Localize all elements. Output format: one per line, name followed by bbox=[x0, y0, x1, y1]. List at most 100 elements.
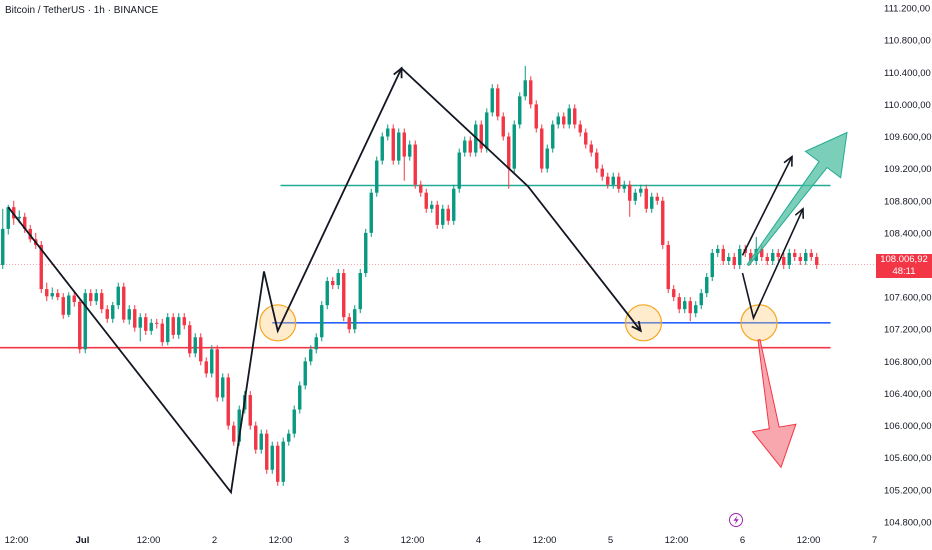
candles bbox=[1, 65, 819, 486]
y-tick-label: 107.200,00 bbox=[884, 325, 932, 336]
candle-body bbox=[776, 252, 780, 257]
x-tick-label: 7 bbox=[872, 535, 877, 546]
candle-body bbox=[50, 293, 54, 297]
candle-body bbox=[342, 273, 346, 318]
candle-body bbox=[688, 301, 692, 314]
candle-body bbox=[122, 286, 126, 320]
price-axis[interactable]: 111.200,00 110.800,00 110.400,00 110.000,00… bbox=[884, 4, 932, 529]
candle-body bbox=[309, 349, 313, 362]
candle-body bbox=[721, 248, 725, 261]
candle-body bbox=[650, 196, 654, 209]
candle-body bbox=[320, 305, 324, 338]
candle-body bbox=[567, 108, 571, 125]
candle-body bbox=[545, 148, 549, 169]
zone-circle bbox=[624, 304, 663, 342]
candle-body bbox=[485, 112, 489, 149]
candle-body bbox=[694, 305, 698, 314]
candle-body bbox=[452, 188, 456, 221]
candle-body bbox=[364, 232, 368, 274]
candle-body bbox=[760, 248, 764, 257]
y-tick-label: 111.200,00 bbox=[884, 4, 930, 15]
y-tick-label: 109.600,00 bbox=[884, 132, 932, 143]
candle-body bbox=[221, 377, 225, 398]
candle-body bbox=[457, 152, 461, 189]
candle-body bbox=[573, 108, 577, 125]
y-tick-label: 107.600,00 bbox=[884, 293, 932, 304]
candle-body bbox=[441, 208, 445, 225]
candle-body bbox=[419, 184, 423, 193]
lightning-icon[interactable] bbox=[729, 513, 743, 527]
candle-body bbox=[78, 301, 82, 350]
time-axis[interactable]: 12:00 Jul 12:00 2 12:00 3 12:00 4 12:00 5 12:00 6 12… bbox=[5, 535, 878, 546]
candle-body bbox=[534, 104, 538, 129]
candle-body bbox=[518, 96, 522, 125]
candle-body bbox=[732, 256, 736, 265]
candle-body bbox=[523, 80, 527, 97]
candle-body bbox=[23, 216, 27, 229]
candle-body bbox=[529, 80, 533, 105]
candle-body bbox=[155, 322, 159, 324]
candle-body bbox=[606, 176, 610, 185]
candle-body bbox=[210, 349, 214, 374]
candle-body bbox=[375, 160, 379, 193]
candle-body bbox=[622, 184, 626, 189]
candle-body bbox=[430, 204, 434, 209]
candle-countdown: 48:11 bbox=[892, 266, 916, 277]
candle-body bbox=[512, 124, 516, 169]
candle-body bbox=[699, 293, 703, 306]
candle-body bbox=[628, 184, 632, 201]
candle-body bbox=[331, 281, 335, 286]
y-tick-label: 108.800,00 bbox=[884, 196, 932, 207]
candle-body bbox=[749, 252, 753, 261]
candle-body bbox=[595, 152, 599, 169]
candle-body bbox=[204, 361, 208, 374]
x-tick-label: 2 bbox=[212, 535, 217, 546]
candle-body bbox=[17, 216, 21, 219]
candle-body bbox=[468, 140, 472, 153]
candle-body bbox=[424, 192, 428, 209]
candle-body bbox=[677, 297, 681, 310]
y-tick-label: 110.400,00 bbox=[884, 68, 931, 79]
candle-body bbox=[298, 385, 302, 410]
candle-body bbox=[127, 309, 131, 320]
y-tick-label: 106.000,00 bbox=[884, 421, 932, 432]
horizontal-levels[interactable] bbox=[0, 184, 880, 349]
zone-circle bbox=[259, 304, 297, 342]
zone-circle bbox=[740, 304, 778, 342]
candle-body bbox=[639, 188, 643, 193]
drawings[interactable] bbox=[7, 66, 848, 495]
candle-body bbox=[710, 252, 714, 278]
candle-body bbox=[270, 445, 274, 470]
candle-body bbox=[292, 409, 296, 434]
x-tick-label: 3 bbox=[344, 535, 349, 546]
candle-body bbox=[584, 132, 588, 145]
candle-body bbox=[100, 293, 104, 310]
candle-body bbox=[562, 116, 566, 125]
candle-body bbox=[386, 128, 390, 137]
current-price: 108.006,92 bbox=[880, 254, 928, 265]
candle-body bbox=[111, 305, 115, 319]
x-tick-label: 12:00 bbox=[137, 535, 161, 546]
candle-body bbox=[490, 88, 494, 113]
candle-body bbox=[138, 317, 142, 328]
y-tick-label: 104.800,00 bbox=[884, 517, 932, 528]
candle-body bbox=[611, 176, 615, 185]
candle-body bbox=[303, 361, 307, 386]
candle-body bbox=[633, 192, 637, 201]
candle-body bbox=[193, 337, 197, 354]
candle-body bbox=[6, 207, 10, 229]
x-tick-label: 12:00 bbox=[665, 535, 689, 546]
x-tick-label: 12:00 bbox=[797, 535, 821, 546]
candle-body bbox=[171, 317, 175, 335]
bearish-arrow bbox=[751, 338, 797, 469]
candle-body bbox=[551, 124, 555, 149]
candle-body bbox=[347, 317, 351, 330]
candle-body bbox=[265, 433, 269, 470]
projection-arrowhead bbox=[794, 207, 805, 219]
x-tick-label: 6 bbox=[740, 535, 745, 546]
candle-body bbox=[177, 317, 181, 335]
candle-body bbox=[45, 289, 49, 297]
candle-body bbox=[809, 252, 813, 257]
candle-body bbox=[798, 256, 802, 261]
